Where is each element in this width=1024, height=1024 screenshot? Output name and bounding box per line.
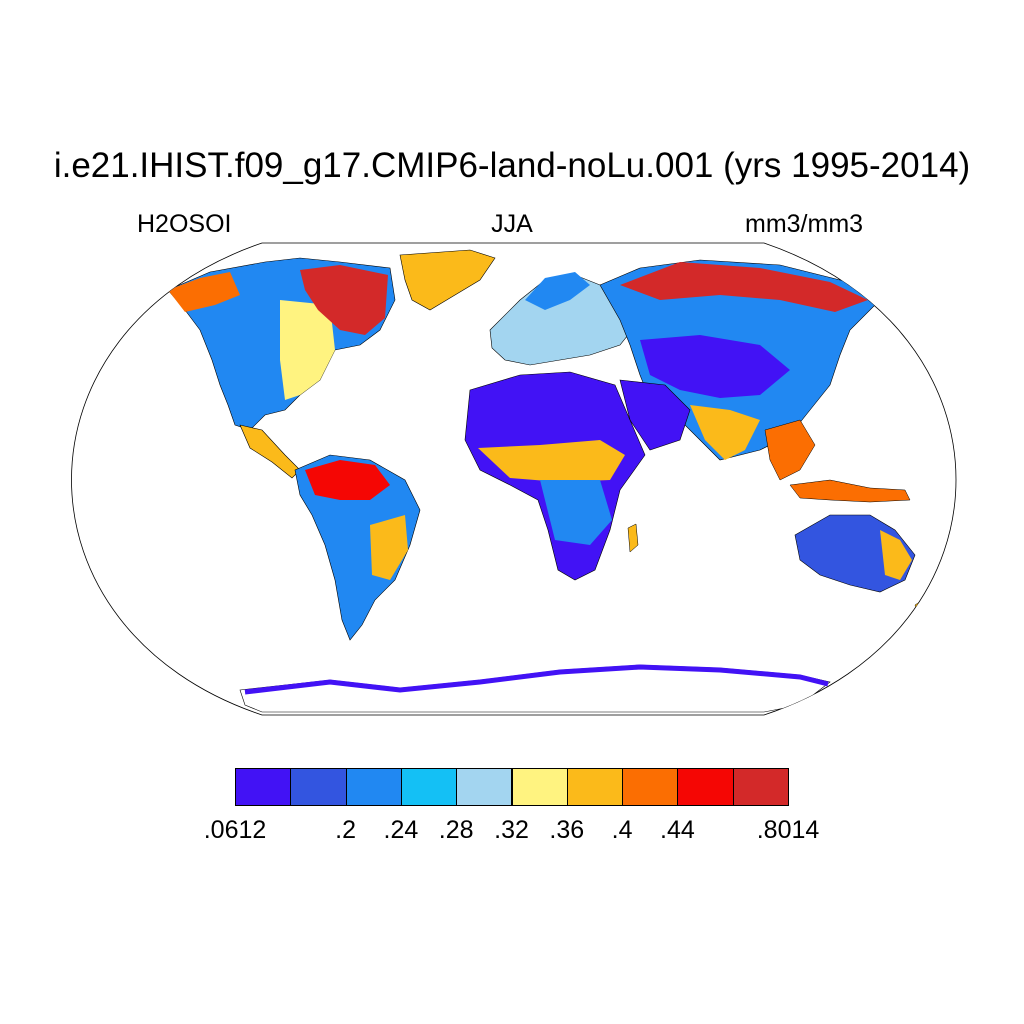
australia-east: [880, 530, 912, 580]
madagascar: [627, 523, 639, 553]
se-asia: [764, 419, 816, 481]
colorbar-swatch: [235, 768, 292, 806]
colorbar-label: .8014: [756, 816, 820, 844]
colorbar-label: .24: [383, 816, 419, 844]
alaska: [168, 272, 240, 312]
colorbar-label: .36: [549, 816, 585, 844]
colorbar-swatch: [511, 768, 568, 806]
amazon-wet: [305, 460, 390, 500]
season-label: JJA: [491, 210, 533, 238]
colorbar-swatch: [456, 768, 513, 806]
colorbar-label: .44: [660, 816, 695, 844]
central-africa: [540, 480, 612, 545]
colorbar-swatch: [566, 768, 624, 806]
central-asia-dry: [640, 335, 790, 398]
variable-label: H2OSOI: [137, 210, 232, 238]
colorbar-swatch: [345, 768, 402, 806]
siberia-wet: [620, 262, 868, 312]
india-monsoon: [690, 405, 760, 460]
colorbar-label: .28: [438, 816, 474, 844]
colorbar-label: .4: [611, 816, 633, 844]
colorbar-swatch: [290, 768, 347, 806]
units-label: mm3/mm3: [745, 210, 864, 238]
colorbar-swatch: [622, 768, 679, 806]
colorbar-label: .0612: [203, 816, 267, 844]
land-layer: [167, 249, 941, 713]
colorbar-swatch: [400, 768, 458, 806]
map-title: i.e21.IHIST.f09_g17.CMIP6-land-noLu.001 …: [53, 146, 971, 185]
colorbar-label: .32: [494, 816, 529, 844]
colorbar-swatch: [732, 768, 789, 806]
colorbar-label: .2: [335, 816, 357, 844]
brazil-east: [370, 515, 408, 580]
sahel-band: [478, 440, 625, 482]
scandinavia: [525, 272, 590, 310]
indonesia: [789, 479, 911, 503]
south-america: [294, 454, 421, 641]
antarctica-edge: [244, 664, 829, 695]
greenland: [399, 249, 496, 311]
north-america-east: [280, 300, 335, 400]
colorbar-swatch: [677, 768, 734, 806]
canada-wet: [300, 265, 388, 335]
